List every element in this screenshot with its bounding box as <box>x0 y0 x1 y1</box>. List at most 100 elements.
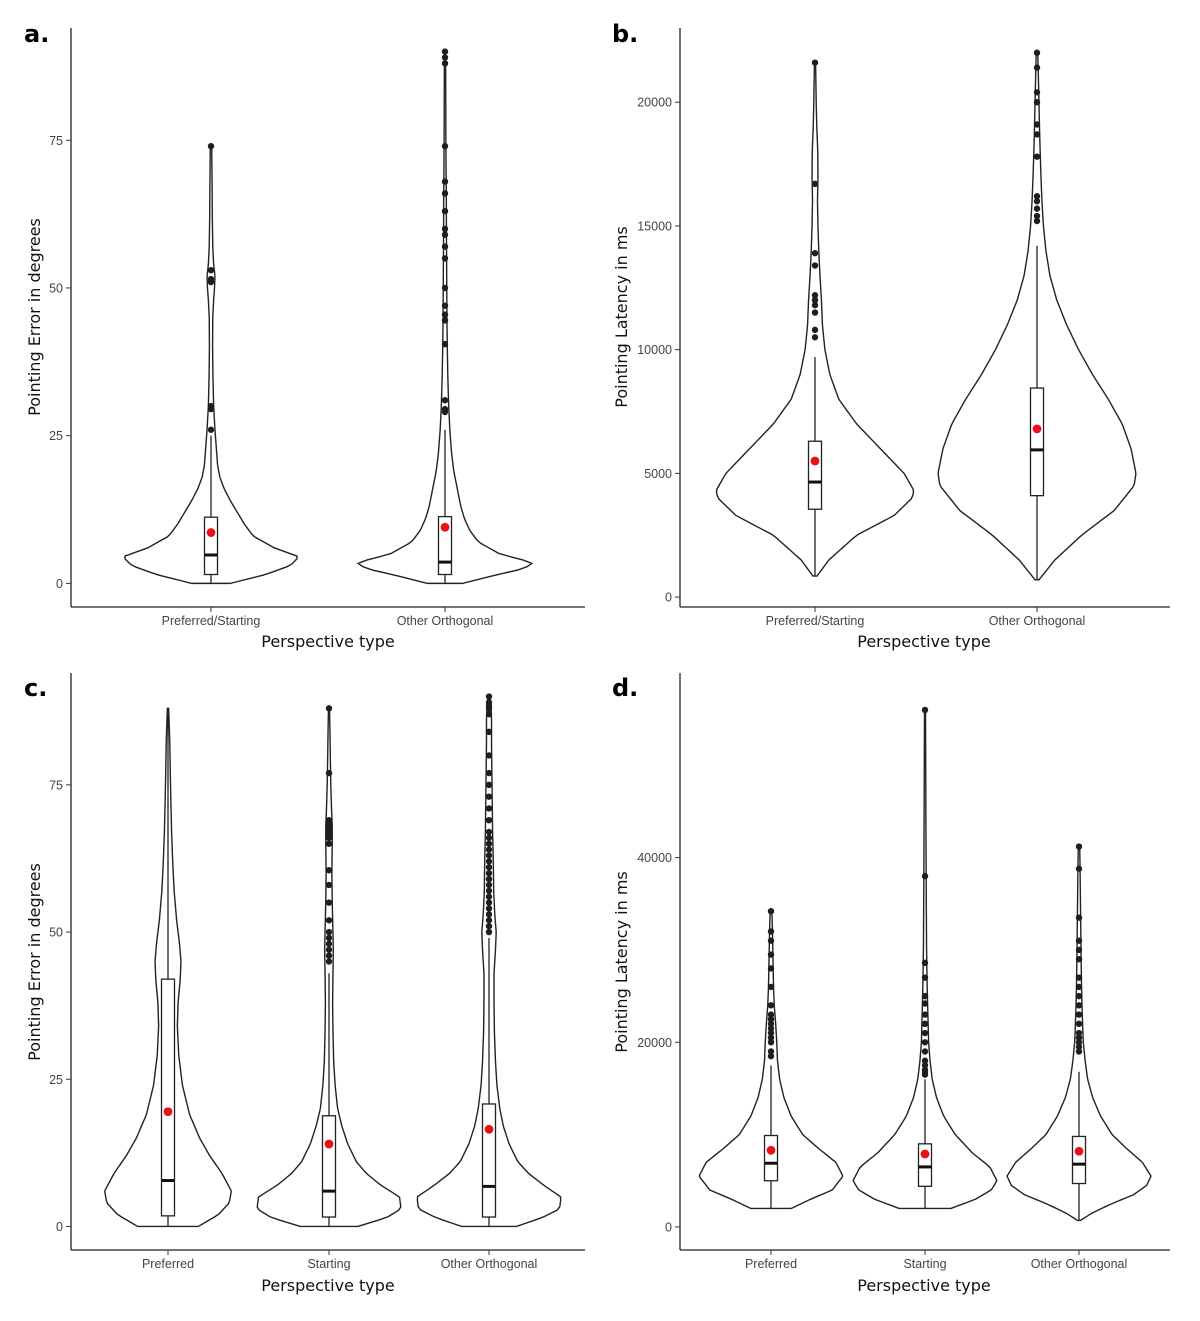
outlier-point <box>325 881 333 889</box>
x-tick-label: Other Orthogonal <box>989 614 1086 628</box>
panel-b-letter: b. <box>612 20 638 48</box>
panel-d: d. 0 20000 40000 Preferred Starting Other Ort… <box>612 673 1170 1295</box>
outlier-point <box>921 1071 929 1078</box>
outlier-point <box>767 1011 775 1018</box>
y-tick-label: 75 <box>49 778 63 792</box>
y-tick-label: 50 <box>49 926 63 940</box>
y-tick-label: 10000 <box>637 343 672 357</box>
panel-b-y-axis-title: Pointing Latency in ms <box>612 226 631 407</box>
outlier-point <box>767 1048 775 1055</box>
outlier-point <box>441 60 449 67</box>
outlier-point <box>1075 946 1083 954</box>
outlier-point <box>767 983 775 991</box>
outlier-point <box>811 180 819 188</box>
panel-d-plot: 0 20000 40000 Preferred Starting Other Orthog… <box>637 673 1170 1271</box>
y-tick-label: 20000 <box>637 1036 672 1050</box>
y-tick-label: 0 <box>665 1220 672 1234</box>
outlier-point <box>767 1016 775 1023</box>
outlier-point <box>1075 974 1083 981</box>
panel-c-plot: 0 25 50 75 Preferred Starting Other Orthogonal <box>49 673 585 1271</box>
outlier-point <box>441 48 449 55</box>
outlier-point <box>1033 64 1041 71</box>
outlier-point <box>485 875 493 883</box>
outlier-point <box>1033 217 1041 225</box>
outlier-point <box>485 728 493 736</box>
outlier-point <box>485 852 493 859</box>
outlier-point <box>1075 1011 1083 1018</box>
x-tick-label: Preferred <box>142 1257 194 1271</box>
x-tick-label: Preferred/Starting <box>766 614 865 628</box>
outlier-point <box>811 262 819 269</box>
outlier-point <box>485 887 493 895</box>
outlier-point <box>441 397 449 404</box>
outlier-point <box>1075 1043 1083 1051</box>
outlier-point <box>485 846 493 853</box>
outlier-point <box>485 834 493 842</box>
outlier-point <box>441 243 449 250</box>
outlier-point <box>1075 1048 1083 1055</box>
x-tick-label: Other Orthogonal <box>397 614 494 628</box>
outlier-point <box>325 934 333 942</box>
outlier-point <box>485 840 493 847</box>
outlier-point <box>1033 205 1041 212</box>
iqr-box <box>763 1134 779 1182</box>
y-tick-label: 0 <box>56 1220 63 1234</box>
outlier-point <box>441 190 449 197</box>
outlier-point <box>441 142 449 150</box>
outlier-point <box>921 974 929 981</box>
outlier-point <box>207 267 215 274</box>
outlier-point <box>325 769 333 777</box>
outlier-point <box>441 340 449 348</box>
outlier-point <box>767 1002 775 1009</box>
outlier-point <box>325 834 333 842</box>
outlier-point <box>325 917 333 924</box>
mean-point <box>766 1145 776 1155</box>
y-tick-label: 25 <box>49 1073 63 1087</box>
panel-c-letter: c. <box>24 674 47 702</box>
iqr-box <box>1029 387 1045 497</box>
y-tick-label: 0 <box>56 577 63 591</box>
outlier-point <box>811 296 819 304</box>
outlier-point <box>1033 131 1041 138</box>
outlier-point <box>811 292 819 299</box>
outlier-point <box>1033 193 1041 200</box>
outlier-point <box>921 1000 929 1007</box>
outlier-point <box>811 309 819 316</box>
outlier-point <box>485 905 493 912</box>
panel-d-x-axis-title: Perspective type <box>857 1276 991 1295</box>
outlier-point <box>485 711 493 718</box>
y-tick-label: 5000 <box>644 467 672 481</box>
x-tick-label: Other Orthogonal <box>441 1257 538 1271</box>
outlier-point <box>767 1034 775 1041</box>
iqr-box <box>807 440 823 510</box>
outlier-point <box>811 301 819 309</box>
iqr-box <box>203 516 219 576</box>
outlier-point <box>325 705 333 712</box>
mean-point <box>1032 424 1042 434</box>
y-tick-label: 25 <box>49 429 63 443</box>
outlier-point <box>1075 937 1083 944</box>
outlier-point <box>767 1025 775 1032</box>
outlier-point <box>1033 212 1041 220</box>
outlier-point <box>441 178 449 185</box>
mean-point <box>920 1149 930 1159</box>
y-tick-label: 20000 <box>637 96 672 110</box>
outlier-point <box>441 408 449 416</box>
outlier-point <box>441 225 449 233</box>
outlier-point <box>1033 153 1041 160</box>
outlier-point <box>921 706 929 714</box>
outlier-point <box>921 872 929 880</box>
outlier-point <box>767 928 775 935</box>
panel-a-x-axis-title: Perspective type <box>261 632 395 651</box>
outlier-point <box>325 928 333 936</box>
panel-a-letter: a. <box>24 20 49 48</box>
outlier-point <box>767 1039 775 1046</box>
outlier-point <box>921 1029 929 1037</box>
outlier-point <box>485 899 493 906</box>
outlier-point <box>921 1011 929 1018</box>
outlier-point <box>325 867 333 874</box>
panel-b: b. 0 5000 10000 15000 20000 Preferred/Startin… <box>612 20 1170 651</box>
y-tick-label: 40000 <box>637 851 672 865</box>
outlier-point <box>485 693 493 700</box>
outlier-point <box>767 907 775 915</box>
